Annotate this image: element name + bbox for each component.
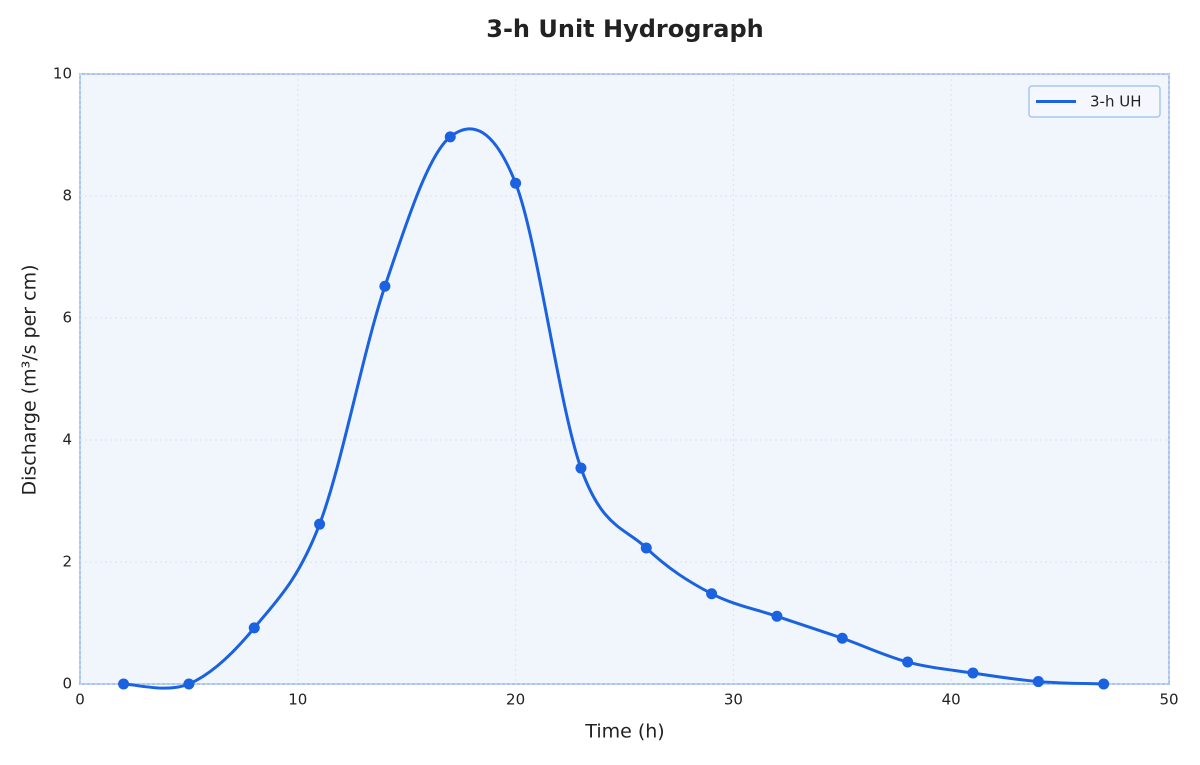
point [1098, 678, 1110, 690]
y-tick-label: 2 [62, 553, 72, 571]
point [902, 656, 914, 668]
y-tick-label: 6 [62, 309, 72, 327]
legend-box [1028, 85, 1161, 118]
grid [79, 73, 1170, 685]
chart-title: 3-h Unit Hydrograph [486, 15, 763, 43]
x-tick-label: 50 [1159, 691, 1178, 709]
point [379, 280, 391, 292]
marks [118, 127, 1110, 690]
point [575, 462, 587, 474]
point [836, 632, 848, 644]
point [183, 678, 195, 690]
y-axis-label: Discharge (m³/s per cm) [19, 264, 41, 495]
x-tick-label: 30 [724, 691, 743, 709]
point [510, 177, 522, 189]
x-tick-label: 40 [942, 691, 961, 709]
point [248, 622, 260, 634]
point [967, 667, 979, 679]
x-tick-label: 10 [288, 691, 307, 709]
point [706, 588, 718, 600]
y-tick-label: 4 [62, 431, 72, 449]
plot-area [79, 73, 1170, 685]
point [640, 542, 652, 554]
point [771, 610, 783, 622]
y-tick-label: 10 [53, 65, 72, 83]
point [1032, 676, 1044, 688]
x-tick-label: 0 [75, 691, 85, 709]
point [314, 518, 326, 530]
point [118, 678, 130, 690]
y-tick-label: 0 [62, 675, 72, 693]
x-tick-label: 20 [506, 691, 525, 709]
point [444, 131, 456, 143]
y-tick-label: 8 [62, 187, 72, 205]
legend-label: 3-h UH [1090, 93, 1142, 111]
x-axis-label: Time (h) [584, 721, 664, 743]
